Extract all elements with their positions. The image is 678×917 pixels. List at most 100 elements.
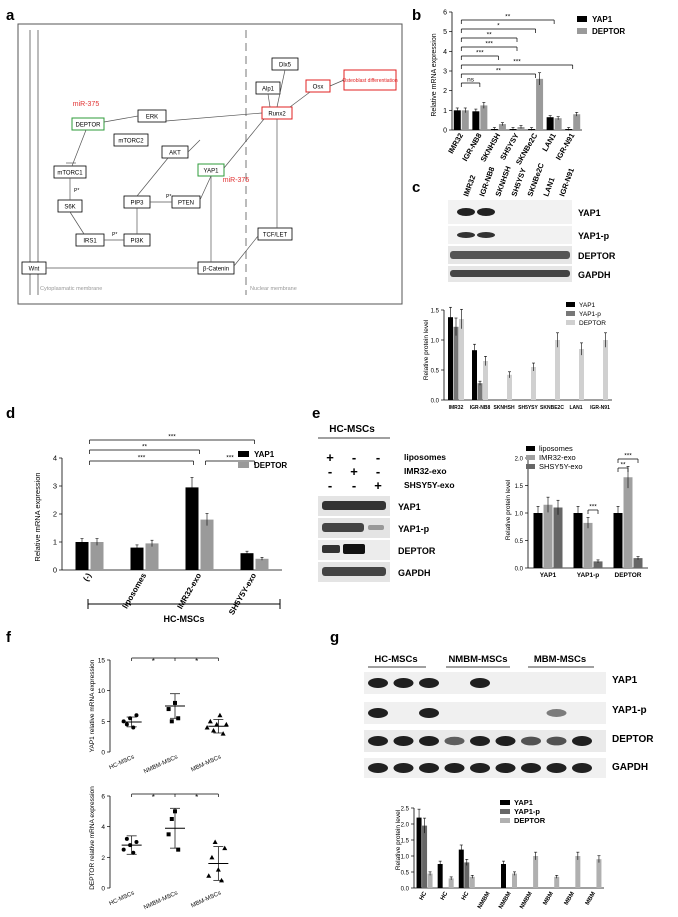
panel-d-ytick: 3 [53,482,57,491]
panel-g-xtick: HC [419,890,429,901]
panel-e-sign: - [376,464,380,479]
panel-g-bar [469,876,475,888]
panel-c-bar [459,319,464,400]
panel-f-bottom-xtick: HC-MSCs [109,890,136,907]
panel-f-bottom-ytick: 6 [101,794,105,801]
panel-f-top-sig: * [152,657,155,666]
panel-g-bar [533,856,539,888]
panel-g-bar [422,825,428,888]
panel-f-top: 0 5 10 15 HC-MSCs NMBM-MSCs MBM-MSCs * * [98,657,229,775]
node-mtorc2 [113,133,149,147]
panel-b-legend: YAP1 DEPTOR [577,15,625,36]
panel-e-sign: - [352,478,356,493]
panel-g-ytick: 0.0 [401,887,410,893]
panel-d-ylabel: Relative mRNA expression [33,472,42,561]
panel-e-bar [583,522,593,568]
panel-g-bar [437,864,443,888]
panel-f-bottom-point [206,873,212,878]
legend-b-deptor-swatch [577,28,587,34]
panel-g-bar [416,817,422,888]
phospho-label-3: P* [166,194,171,200]
panel-b-ytick: 5 [443,29,447,36]
panel-f-bottom-point [209,854,215,860]
group-g-nmbm: NMBM-MSCs [448,654,507,665]
panel-g-ylabel: Relative protein level [395,809,402,870]
node-pten-label: PTEN [178,201,194,207]
panel-d-legend: YAP1 DEPTOR [238,450,287,470]
panel-b-sig: *** [485,41,493,48]
node-pip3-label: PIP3 [130,201,144,207]
panel-g-bar [448,878,454,888]
panel-e-sig: ** [620,462,626,469]
panel-g-xtick: MBM [564,891,576,906]
panel-label-d: d [6,405,15,422]
panel-e-sign: - [376,450,380,465]
panel-b-sig: ns [467,77,475,84]
panel-d-group-label: HC-MSCs [163,614,204,624]
panel-b-bar [536,78,544,130]
node-irs1-label: IRS1 [83,239,97,245]
node-mtorc2-label: mTORC2 [118,139,144,145]
panel-e-ytick: 0.5 [515,539,524,545]
panel-f-top-point [220,731,226,736]
blot-c-lane: IGR-N91 [557,167,576,198]
blot-e-deptor-label: DEPTOR [398,546,436,556]
panel-c-bar [531,367,536,400]
legend-b-deptor: DEPTOR [592,27,625,36]
panel-f-top-point [217,712,223,718]
panel-f-top-sig: * [195,657,198,666]
panel-e-sign: + [350,464,358,479]
panel-f-bottom-ylabel: DEPTOR relative mRNA expression [89,786,96,890]
panel-c-ytick: 1.0 [431,339,440,345]
panel-c-bar [579,349,584,400]
panel-f-bottom-point [212,839,218,844]
node-osx-label: Osx [313,85,324,91]
panel-c-bar [453,326,459,400]
blot-c-deptor-label: DEPTOR [578,251,616,261]
panel-f-bottom-point [134,840,139,844]
panel-d-bar [90,542,104,570]
node-deptor-label: DEPTOR [76,123,102,129]
blot-e-yap1p-label: YAP1-p [398,524,430,534]
panel-c-xtick: IMR32 [449,405,464,411]
blot-e-yap1-label: YAP1 [398,502,421,512]
panel-e-bar [633,558,643,568]
panel-b-xtick: LAN1 [540,132,558,153]
panel-e-bar [553,507,563,568]
panel-b-bar [480,105,488,130]
panel-b-ytick: 2 [443,88,447,95]
panel-c-xtick: SKNBE2C [540,405,564,411]
panel-f-top-ylabel: YAP1 relative mRNA expression [89,659,96,752]
panel-b-ylabel: Relative mRNA expression [431,33,438,116]
panel-f-bottom-point [124,836,129,841]
panel-c-ylabel: Relative protein level [423,319,430,380]
nuclear-membrane-label: Nuclear membrane [250,286,297,292]
panel-g-xtick: HC [461,890,471,901]
panel-g-ytick: 2.0 [401,823,410,829]
panel-g-bar [575,856,581,888]
panel-d-xtick: IMR32-exo [175,571,203,610]
panel-label-g: g [330,629,339,646]
panel-e-sign: + [326,450,334,465]
panel-c-bar [472,350,477,400]
panel-g-xtick: NMBM [477,891,492,910]
panel-f-top-ytick: 0 [101,750,105,757]
panel-f-top-point [169,719,174,724]
panel-c-legend: YAP1 YAP1-p DEPTOR [566,302,606,327]
treat-e-2: IMR32-exo [404,466,447,476]
panel-f-top-xtick: NMBM-MSCs [143,754,179,775]
panel-c-ytick: 1.5 [431,309,440,315]
panel-e-bar [533,513,543,568]
panel-g-bar [464,862,470,888]
panel-b-bar [554,118,562,130]
panel-b-ytick: 3 [443,69,447,76]
treat-e-1: liposomes [404,452,446,462]
panel-g-bar [512,873,517,888]
panel-d-ytick: 1 [53,538,57,547]
blot-c-lane: LAN1 [541,176,556,197]
panel-e-sign: - [352,450,356,465]
panel-d-bar [185,487,199,570]
node-pi3k-label: PI3K [130,239,143,245]
